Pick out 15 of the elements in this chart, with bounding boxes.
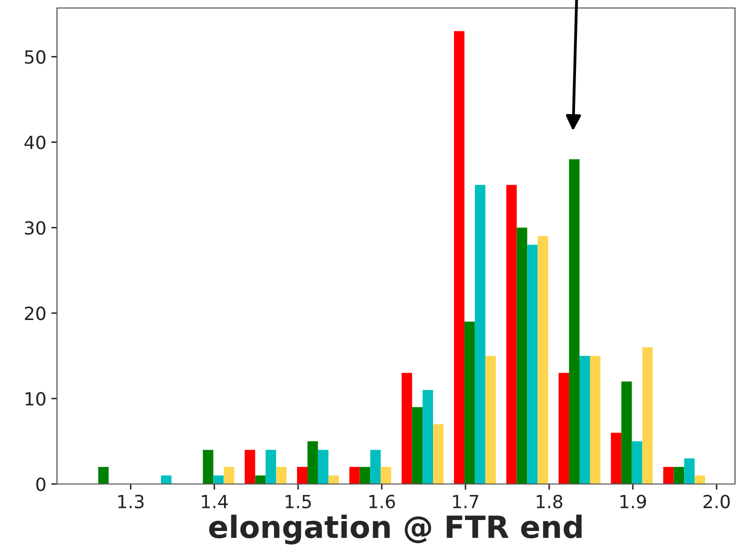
x-tick-label: 1.7 <box>453 494 478 508</box>
x-tick-label: 1.5 <box>286 494 311 508</box>
x-tick-label: 1.8 <box>536 494 562 508</box>
y-tick-label: 0 <box>36 477 46 492</box>
x-tick-label: 1.6 <box>369 494 395 508</box>
x-tick-label: 1.9 <box>620 494 646 508</box>
x-axis-title: elongation @ FTR end <box>209 514 582 544</box>
y-tick-label: 40 <box>24 136 46 150</box>
x-tick-label: 1.3 <box>118 494 144 508</box>
y-tick-label: 20 <box>24 306 46 320</box>
y-tick-label: 30 <box>24 221 46 235</box>
y-tick-label: 50 <box>25 50 46 64</box>
x-tick-label: 2.0 <box>704 494 730 508</box>
y-tick-label: 10 <box>26 392 46 406</box>
x-tick-label: 1.4 <box>202 494 228 508</box>
